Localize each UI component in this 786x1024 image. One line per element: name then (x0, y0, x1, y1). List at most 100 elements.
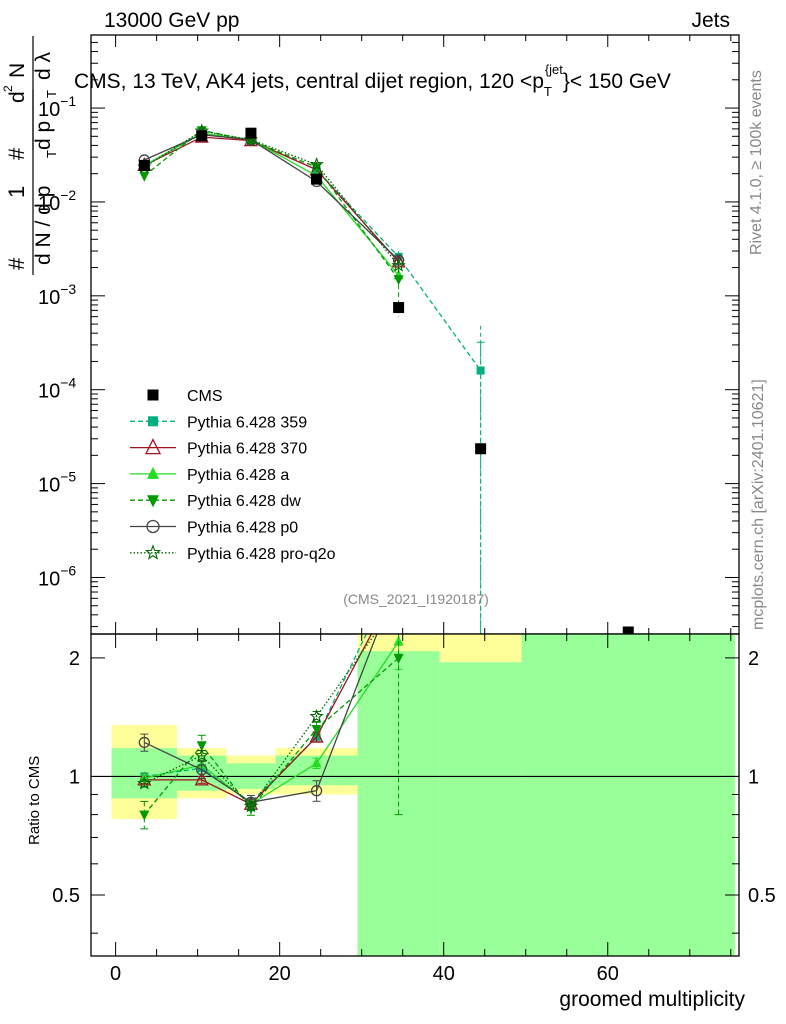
data-point (138, 159, 150, 171)
legend-item: Pythia 6.428 pro-q2o (130, 544, 336, 563)
mcplots-label: mcplots.cern.ch [arXiv:2401.10621] (750, 379, 767, 630)
y-tick-label-ratio: 1 (69, 766, 80, 788)
legend-item: Pythia 6.428 370 (130, 438, 307, 458)
legend-label: Pythia 6.428 dw (187, 493, 301, 510)
legend-marker (147, 495, 159, 508)
x-tick-label: 40 (433, 963, 455, 985)
ratio-point (309, 708, 324, 723)
y-tick-label-ratio-right: 2 (748, 648, 759, 670)
ratio-point (311, 724, 322, 735)
x-axis-label: groomed multiplicity (559, 988, 745, 1011)
ylabel-one: 1 (4, 186, 29, 198)
legend-marker (146, 519, 160, 534)
ratio-line (144, 634, 376, 808)
legend-item: CMS (147, 388, 223, 405)
ratio-point (393, 576, 405, 588)
ratio-point (311, 757, 322, 768)
y-tick-label-ratio: 2 (69, 648, 80, 670)
y-tick-label-ratio: 0.5 (52, 885, 80, 907)
ratio-point (310, 785, 323, 797)
ylabel-hash-2: # (4, 147, 29, 160)
header-left: 13000 GeV pp (104, 9, 239, 32)
ylabel-sub-T: T (44, 150, 59, 158)
data-point (622, 626, 634, 634)
legend-item: Pythia 6.428 359 (130, 414, 307, 431)
y-tick-label-main: 10−4 (38, 375, 76, 403)
main-plot-panel: 10−6 10−5 10−4 10−3 10−2 10−1 (38, 34, 740, 635)
header-right: Jets (691, 9, 730, 32)
series-pythia-6-428-a (139, 127, 404, 283)
ratio-point (194, 747, 209, 762)
ylabel-dlambda: d λ (32, 51, 55, 80)
legend-label: Pythia 6.428 370 (187, 441, 307, 458)
legend-marker (144, 438, 162, 455)
legend-label: Pythia 6.428 a (187, 467, 289, 484)
ratio-plot-panel: 0 20 40 60 0.5 0.5 1 1 2 2 (52, 563, 776, 985)
y-tick-label-ratio-right: 0.5 (748, 885, 776, 907)
ratio-point (394, 573, 404, 583)
series-point (391, 253, 406, 268)
data-point (311, 173, 323, 185)
series-pythia-6-428-dw (139, 126, 404, 317)
legend-marker (147, 466, 159, 479)
series-line (144, 136, 400, 263)
ylabel-hash-1: # (4, 257, 29, 270)
ratio-point (243, 798, 259, 813)
series-point (309, 157, 324, 171)
ylabel-den: d p (32, 121, 55, 150)
ylabel-dN-dpT: d N / d p (32, 186, 55, 265)
ratio-point (196, 741, 207, 752)
ratio-point (138, 736, 150, 749)
legend-label: Pythia 6.428 pro-q2o (187, 546, 336, 563)
ylabel-num-d: d (6, 91, 29, 103)
y-axis-label: # 1 d N / d p T # d 2 N d p T d λ (1, 36, 59, 275)
series-line (143, 130, 400, 267)
legend-marker (148, 416, 158, 427)
ylabel-den-sub-T: T (44, 90, 59, 98)
ratio-frame (90, 633, 740, 957)
y-tick-label-main: 10−5 (38, 469, 76, 497)
series-line (143, 132, 400, 276)
ratio-series-pythia-6-428-pro-q2o (137, 634, 376, 813)
ylabel-N: N (6, 63, 29, 78)
legend-label: Pythia 6.428 359 (187, 414, 307, 431)
series-point (392, 254, 405, 266)
x-tick-label: 0 (110, 963, 121, 985)
y-tick-label-ratio-right: 1 (748, 766, 759, 788)
ratio-series-pythia-6-428-p0 (138, 573, 404, 810)
ylabel-two: 2 (1, 85, 15, 92)
x-tick-label: 60 (597, 963, 619, 985)
legend-marker (147, 389, 159, 401)
ratio-point (393, 635, 404, 646)
x-tick-label: 20 (269, 963, 291, 985)
data-point (196, 130, 208, 142)
uncertainty-band-yellow (439, 634, 522, 663)
uncertainty-band-green (521, 634, 735, 956)
ratio-point (393, 653, 404, 664)
ratio-point (139, 810, 150, 821)
y-tick-label-main: 10−3 (38, 281, 76, 309)
ratio-point (395, 563, 403, 571)
legend-item: Pythia 6.428 a (130, 466, 289, 484)
main-frame (90, 34, 740, 635)
ratio-point (196, 764, 208, 776)
series-point (393, 275, 404, 286)
y-tick-label-main: 10−2 (38, 187, 76, 215)
data-point (245, 127, 257, 139)
y-tick-label-main: 10−1 (38, 93, 76, 121)
series-point (139, 171, 150, 182)
ratio-point (137, 775, 152, 790)
chart-title: CMS, 13 TeV, AK4 jets, central dijet reg… (74, 62, 671, 99)
legend-marker (144, 544, 162, 560)
series-line (143, 133, 482, 371)
legend-label: Pythia 6.428 p0 (187, 520, 298, 537)
y-tick-label-main: 10−6 (38, 562, 76, 590)
data-point (393, 302, 405, 314)
data-point (475, 443, 487, 455)
series-pythia-6-428-pro-q2o (137, 123, 406, 273)
legend: CMS Pythia 6.428 359 Pythia 6.428 370 Pythi… (130, 388, 336, 563)
legend-item: Pythia 6.428 dw (130, 493, 301, 510)
uncertainty-band-green (439, 662, 522, 956)
ratio-y-label: Ratio to CMS (26, 756, 43, 845)
series-line (144, 134, 400, 261)
